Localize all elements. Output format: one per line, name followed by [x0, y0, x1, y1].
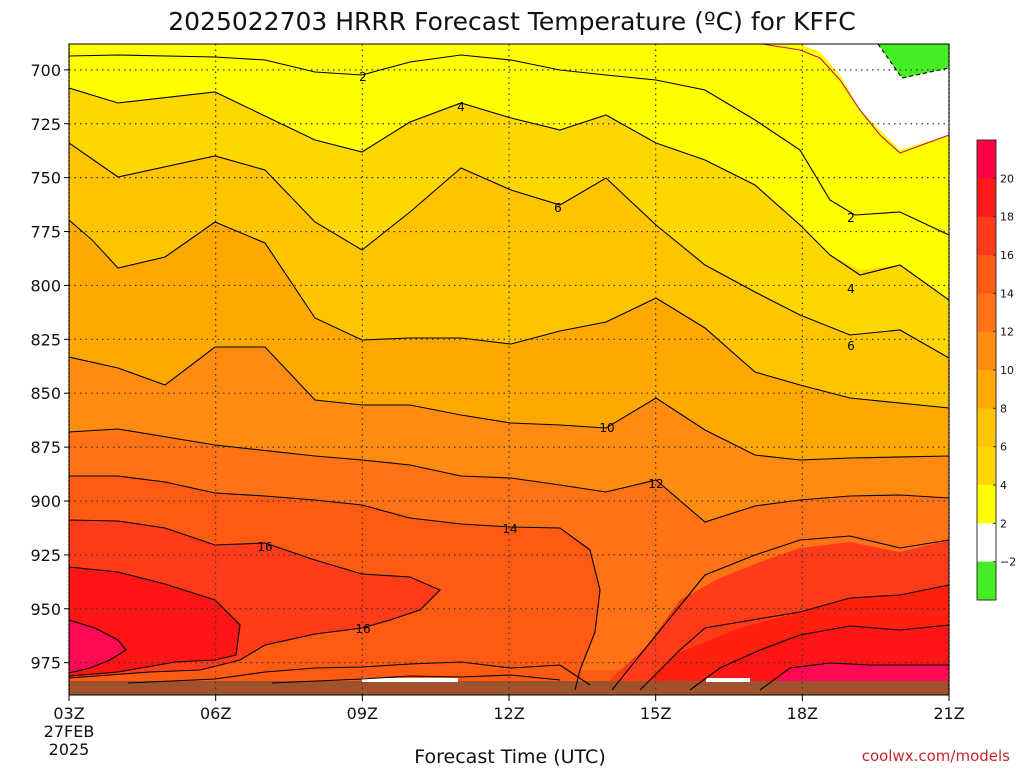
contour-minus-2	[877, 44, 949, 79]
contour-2-upper	[69, 44, 949, 236]
contour-label: 2	[359, 70, 367, 84]
colorbar-label: 12	[1000, 326, 1014, 339]
colorbar-swatch	[977, 293, 996, 333]
y-axis: 700 725 750 775 800 825 850 875 900 925 950 975	[30, 61, 69, 673]
contour-4	[69, 87, 949, 301]
contour-8	[69, 219, 949, 409]
colorbar-label: 6	[1000, 441, 1007, 454]
colorbar-label: 16	[1000, 249, 1014, 262]
x-tick-label: 12Z	[493, 704, 524, 723]
contour-label: 4	[847, 282, 855, 296]
colorbar-swatch	[977, 331, 996, 371]
x-tick-label: 21Z	[933, 704, 964, 723]
x-tick-label: 06Z	[200, 704, 231, 723]
grid-lines	[69, 44, 949, 695]
contour-label: 14	[502, 522, 517, 536]
contour-labels: 2 4 6 10 12 14 16 16 2 4 6	[257, 70, 854, 636]
contour-18-west	[69, 566, 241, 677]
colorbar-swatch	[977, 370, 996, 409]
contour-16-west	[69, 519, 441, 679]
y-tick-label: 775	[30, 223, 61, 242]
ground-gap-2	[706, 678, 750, 682]
colorbar-swatch	[977, 523, 996, 563]
contour-label: 16	[355, 622, 370, 636]
y-tick-label: 850	[30, 384, 61, 403]
contour-0	[761, 44, 949, 154]
contour-20-west	[69, 619, 127, 674]
contour-12	[69, 428, 949, 523]
colorbar-label: 2	[1000, 517, 1007, 530]
contour-label: 6	[847, 339, 855, 353]
contour-20-east	[759, 662, 949, 691]
y-tick-label: 950	[30, 600, 61, 619]
y-tick-label: 900	[30, 492, 61, 511]
colorbar-label: −2	[1000, 556, 1016, 569]
contour-10	[69, 346, 949, 461]
x-tick-label: 09Z	[347, 704, 378, 723]
colorbar-label: 18	[1000, 211, 1014, 224]
contour-14-main	[69, 475, 601, 691]
contour-label: 4	[457, 100, 465, 114]
x-axis: 03Z 06Z 09Z 12Z 15Z 18Z 21Z	[53, 695, 965, 723]
colorbar-label: 8	[1000, 402, 1007, 415]
colorbar-swatch	[977, 140, 996, 179]
x-tick-label: 18Z	[787, 704, 818, 723]
x-start-date: 27FEB	[44, 722, 95, 741]
colorbar-label: 4	[1000, 479, 1007, 492]
ground-gap-1	[362, 678, 458, 682]
colorbar-swatch	[977, 446, 996, 486]
colorbar-swatch	[977, 561, 996, 601]
contour-label: 16	[257, 540, 272, 554]
colorbar: 20 18 16 14 12 10 8 6 4 2 −2	[976, 139, 1016, 601]
colorbar-label: 20	[1000, 172, 1014, 185]
y-tick-label: 725	[30, 115, 61, 134]
contour-18-east	[689, 624, 949, 691]
colorbar-swatch	[977, 216, 996, 256]
x-tick-label: 03Z	[53, 704, 84, 723]
y-tick-label: 750	[30, 169, 61, 188]
contour-14-east	[611, 535, 949, 691]
colorbar-swatch	[977, 255, 996, 294]
y-tick-label: 925	[30, 546, 61, 565]
y-tick-label: 800	[30, 276, 61, 295]
x-tick-label: 15Z	[640, 704, 671, 723]
colorbar-label: 14	[1000, 287, 1014, 300]
fill-band-20-west	[69, 620, 126, 673]
contour-6	[69, 142, 949, 359]
chart-title: 2025022703 HRRR Forecast Temperature (ºC…	[168, 7, 856, 36]
x-axis-label: Forecast Time (UTC)	[414, 746, 605, 768]
x-start-year: 2025	[49, 740, 90, 759]
contour-18-lower	[271, 674, 561, 684]
colorbar-swatch	[977, 485, 996, 524]
contour-label: 2	[847, 211, 855, 225]
colorbar-swatch	[977, 408, 996, 448]
colorbar-swatch	[977, 178, 996, 218]
y-tick-label: 700	[30, 61, 61, 80]
contour-16-east	[639, 584, 949, 691]
y-tick-label: 975	[30, 654, 61, 673]
contour-lines	[69, 44, 949, 691]
contour-label: 10	[599, 421, 614, 435]
fill-green-region	[878, 44, 949, 78]
colorbar-label: 10	[1000, 364, 1014, 377]
y-tick-label: 825	[30, 330, 61, 349]
contour-16-lower	[127, 661, 591, 686]
y-tick-label: 875	[30, 438, 61, 457]
credit-text: coolwx.com/models	[862, 747, 1010, 765]
contour-label: 6	[554, 201, 562, 215]
